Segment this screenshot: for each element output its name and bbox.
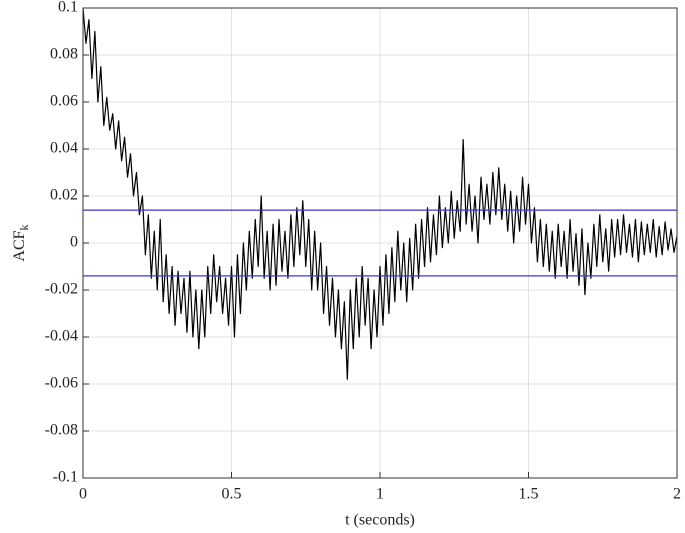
y-tick-label: 0.04 bbox=[50, 140, 78, 157]
data-line bbox=[82, 7, 678, 380]
x-tick-label: 1.5 bbox=[519, 486, 539, 503]
y-tick-label: -0.1 bbox=[53, 469, 78, 486]
y-tick-label: 0.08 bbox=[50, 46, 78, 63]
plot-frame bbox=[82, 7, 678, 479]
y-label-main: ACF bbox=[11, 230, 28, 261]
y-tick-label: 0.06 bbox=[50, 93, 78, 110]
y-tick-label: -0.08 bbox=[45, 422, 78, 439]
y-tick-label: 0 bbox=[70, 234, 78, 251]
x-tick-label: 0.5 bbox=[222, 486, 242, 503]
y-tick-label: -0.04 bbox=[45, 328, 78, 345]
y-tick-label: 0.1 bbox=[58, 0, 78, 16]
y-tick-label: 0.02 bbox=[50, 187, 78, 204]
x-tick-label: 1 bbox=[376, 486, 384, 503]
x-tick-label: 2 bbox=[673, 486, 681, 503]
x-axis-label: t (seconds) bbox=[345, 512, 415, 529]
y-tick-label: -0.06 bbox=[45, 375, 78, 392]
x-tick-label: 0 bbox=[79, 486, 87, 503]
y-tick-label: -0.02 bbox=[45, 281, 78, 298]
y-label-sub: k bbox=[17, 224, 31, 230]
y-axis-label: ACFk bbox=[11, 224, 31, 261]
